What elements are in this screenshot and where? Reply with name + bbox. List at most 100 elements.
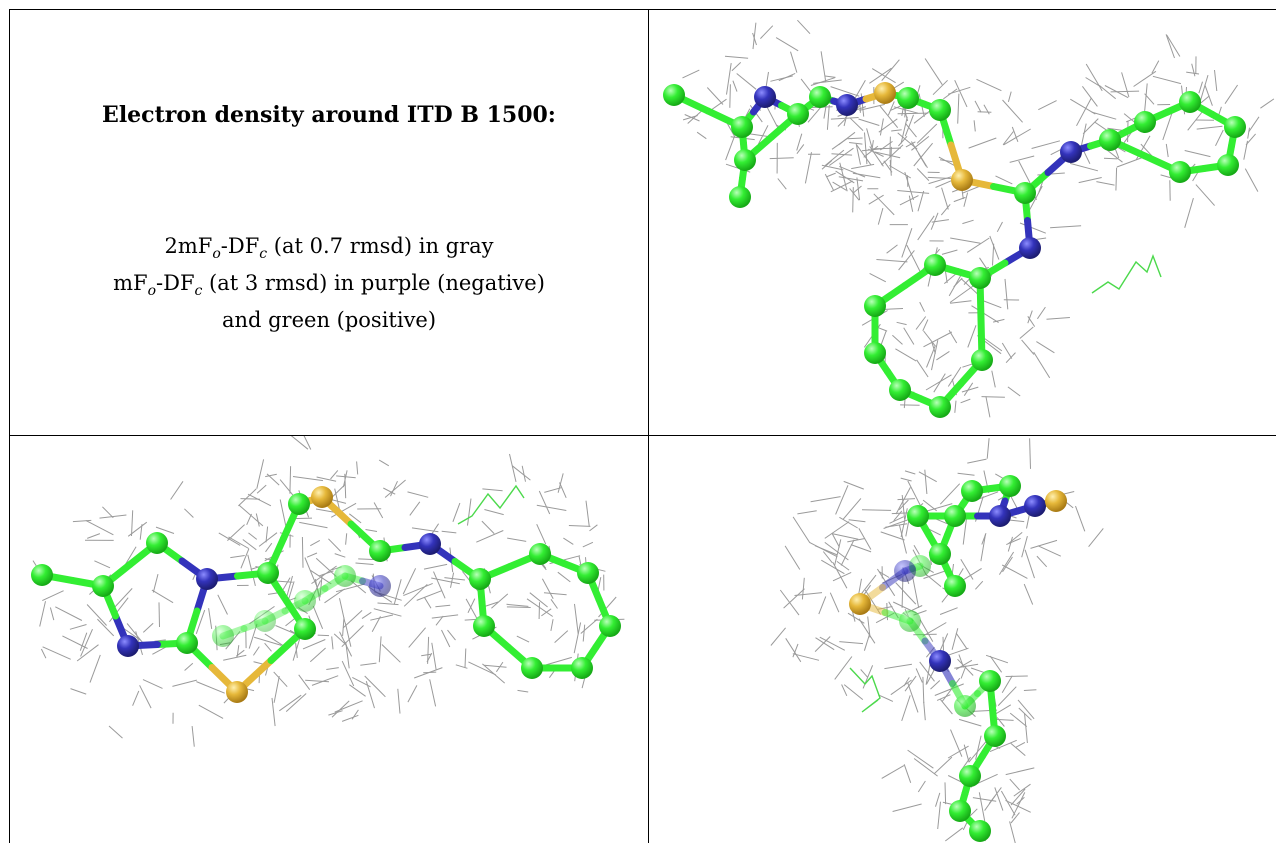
density-mesh-segment	[836, 560, 850, 571]
density-mesh-segment	[408, 627, 426, 648]
density-mesh-segment	[948, 329, 958, 344]
carbon-atom	[969, 267, 991, 289]
density-mesh-segment	[87, 533, 101, 539]
density-mesh-segment	[682, 69, 700, 79]
density-mesh-segment	[962, 219, 974, 225]
density-mesh-segment	[913, 758, 938, 777]
density-mesh-segment	[1184, 150, 1211, 158]
density-mesh-segment	[994, 787, 1004, 811]
density-mesh-segment	[917, 215, 935, 241]
density-mesh-segment	[883, 160, 893, 173]
density-mesh-segment	[961, 386, 979, 393]
density-mesh-segment	[947, 647, 969, 656]
caption-cell: Electron density around ITD B 1500: 2mFo…	[10, 10, 648, 434]
density-mesh-segment	[925, 374, 952, 391]
density-mesh-segment	[930, 680, 941, 690]
density-mesh-segment	[919, 661, 935, 682]
density-mesh-segment	[819, 636, 846, 651]
density-mesh-segment	[843, 480, 864, 490]
density-mesh-segment	[903, 327, 915, 345]
density-mesh-segment	[563, 537, 574, 545]
density-mesh-segment	[981, 396, 1005, 398]
carbon-atom	[257, 562, 279, 584]
density-mesh-segment	[924, 469, 928, 495]
density-mesh-segment	[435, 615, 444, 626]
density-mesh-segment	[976, 78, 1002, 92]
density-mesh-segment	[992, 318, 1005, 323]
density-mesh-segment	[544, 487, 562, 493]
legend-line-3: and green (positive)	[221, 308, 437, 333]
density-mesh-segment	[476, 530, 504, 543]
density-mesh-segment	[897, 498, 916, 501]
density-mesh-segment	[933, 756, 953, 775]
density-mesh-segment	[949, 285, 975, 303]
legend-2-sub-c: c	[194, 283, 203, 300]
density-mesh-segment	[892, 803, 922, 812]
density-mesh-segment	[917, 153, 927, 167]
density-mesh-segment	[895, 348, 917, 362]
density-mesh-segment	[1103, 157, 1118, 160]
density-mesh-segment	[1115, 167, 1118, 191]
density-mesh-segment	[285, 693, 307, 712]
density-mesh-segment	[1076, 97, 1092, 127]
density-mesh-segment	[851, 163, 875, 170]
density-mesh-segment	[350, 580, 367, 594]
density-mesh-segment	[1215, 129, 1224, 147]
density-mesh-segment	[931, 340, 939, 371]
density-mesh-segment	[240, 548, 250, 569]
density-mesh-segment	[866, 128, 874, 153]
density-mesh-segment	[1184, 197, 1194, 228]
density-mesh-segment	[1011, 126, 1019, 142]
density-mesh-segment	[904, 114, 914, 137]
density-mesh-segment	[309, 647, 326, 663]
density-mesh-segment	[484, 664, 507, 668]
density-mesh-segment	[131, 510, 134, 537]
density-mesh-segment	[886, 244, 898, 254]
density-mesh-segment	[507, 537, 527, 542]
density-mesh-segment	[559, 482, 567, 499]
density-mesh-segment	[1069, 162, 1099, 172]
density-mesh-segment	[311, 565, 337, 585]
density-mesh-segment	[516, 635, 530, 643]
density-mesh-segment	[878, 118, 898, 133]
density-mesh-segment	[810, 496, 841, 503]
density-mesh-segment	[365, 529, 378, 532]
density-mesh-segment	[995, 718, 1014, 721]
border-middle-vertical	[648, 9, 649, 843]
density-mesh-segment	[1019, 326, 1034, 339]
density-mesh-segment	[890, 679, 912, 696]
density-mesh-segment	[301, 536, 304, 568]
density-mesh-segment	[1021, 339, 1035, 355]
density-mesh-segment	[265, 526, 269, 543]
density-mesh-segment	[1046, 317, 1070, 320]
density-mesh-segment	[760, 25, 774, 39]
density-mesh-segment	[963, 192, 969, 207]
density-mesh-segment	[792, 516, 811, 544]
density-mesh-segment	[796, 144, 805, 154]
density-mesh-segment	[967, 325, 977, 348]
density-mesh-segment	[315, 582, 321, 597]
density-mesh-segment	[258, 532, 278, 547]
density-mesh-segment	[856, 144, 872, 166]
density-mesh-segment	[1036, 555, 1048, 568]
density-mesh-segment	[290, 436, 309, 450]
carbon-atom	[1014, 182, 1036, 204]
carbon-atom	[599, 615, 621, 637]
carbon-atom	[1169, 161, 1191, 183]
density-mesh-segment	[114, 588, 133, 608]
positive-density-blob	[849, 667, 881, 713]
density-mesh-segment	[757, 125, 769, 145]
molecule-render-top-right	[663, 19, 1275, 418]
carbon-atom	[212, 625, 234, 647]
carbon-atom	[734, 149, 756, 171]
density-mesh-segment	[1110, 90, 1140, 93]
density-mesh-segment	[541, 608, 552, 617]
density-mesh-segment	[848, 519, 866, 523]
density-mesh-segment	[1002, 556, 1013, 573]
density-mesh-segment	[218, 532, 241, 546]
density-mesh-segment	[822, 551, 833, 564]
density-mesh-segment	[821, 559, 845, 575]
density-mesh-segment	[1024, 549, 1035, 579]
carbon-atom	[929, 99, 951, 121]
density-mesh-segment	[859, 103, 885, 111]
